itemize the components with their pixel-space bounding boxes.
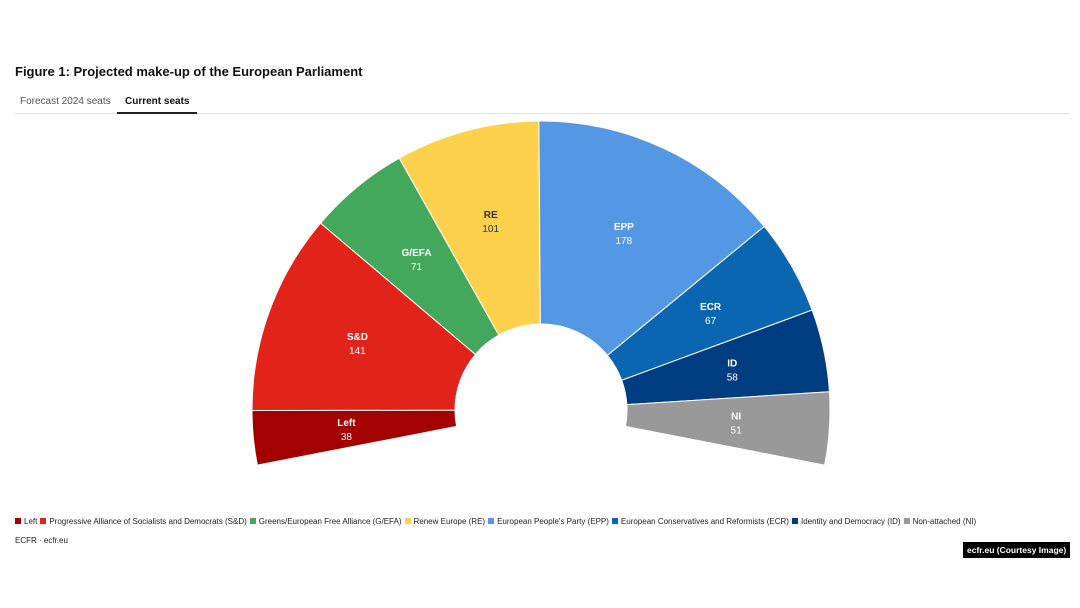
slice-value: 67 [705, 316, 717, 327]
legend-label: Identity and Democracy (ID) [800, 517, 901, 526]
chart-title: Figure 1: Projected make-up of the Europ… [15, 64, 363, 79]
slice-value: 101 [482, 224, 499, 235]
slice-label: ECR [700, 302, 722, 313]
legend-label: Non-attached (NI) [912, 517, 977, 526]
source-note: ECFR · ecfr.eu [15, 536, 68, 545]
legend-swatch [791, 518, 798, 524]
slice-value: 141 [349, 346, 366, 357]
legend-label: Renew Europe (RE) [413, 517, 486, 526]
legend-swatch [404, 518, 411, 524]
slice-epp[interactable] [538, 120, 765, 357]
slice-re[interactable] [398, 120, 541, 336]
legend-label: Progressive Alliance of Socialists and D… [49, 517, 247, 526]
slice-value: 58 [727, 373, 739, 384]
slice-value: 71 [411, 262, 423, 273]
slice-value: 38 [341, 432, 353, 443]
legend-item: Identity and Democracy (ID) [791, 517, 901, 526]
legend-swatch [40, 518, 47, 524]
legend-swatch [611, 518, 618, 524]
legend-swatch [488, 518, 495, 524]
slice-label: RE [484, 210, 498, 221]
legend-item: Renew Europe (RE) [404, 517, 486, 526]
legend-swatch [249, 518, 256, 524]
slice-value: 178 [615, 236, 632, 247]
slice-label: ID [727, 359, 737, 370]
legend-label: European People's Party (EPP) [497, 517, 609, 526]
legend-item: Left [15, 517, 37, 526]
legend-label: Greens/European Free Alliance (G/EFA) [258, 517, 402, 526]
slice-label: NI [731, 412, 741, 423]
image-credit: ecfr.eu (Courtesy Image) [963, 542, 1071, 558]
legend-item: Non-attached (NI) [903, 517, 977, 526]
legend-item: European Conservatives and Reformists (E… [611, 517, 789, 526]
slice-value: 51 [731, 426, 743, 437]
slice-label: S&D [347, 332, 368, 343]
legend-label: Left [24, 517, 38, 526]
slice-label: Left [337, 418, 356, 429]
tab-current-seats[interactable]: Current seats [117, 96, 198, 114]
slice-label: G/EFA [402, 248, 432, 259]
legend-swatch [903, 518, 910, 524]
legend-item: Greens/European Free Alliance (G/EFA) [249, 517, 402, 526]
tab-forecast-2024-seats[interactable]: Forecast 2024 seats [20, 96, 111, 107]
slice-s-d[interactable] [251, 222, 477, 412]
legend-item: Progressive Alliance of Socialists and D… [40, 517, 247, 526]
legend-label: European Conservatives and Reformists (E… [620, 517, 789, 526]
slice-label: EPP [614, 222, 634, 233]
slice-ni[interactable] [624, 391, 831, 466]
legend: Left Progressive Alliance of Socialists a… [15, 517, 979, 526]
tab-bar: Forecast 2024 seats Current seats [15, 94, 1070, 114]
legend-item: European People's Party (EPP) [488, 517, 609, 526]
legend-swatch [15, 518, 21, 524]
